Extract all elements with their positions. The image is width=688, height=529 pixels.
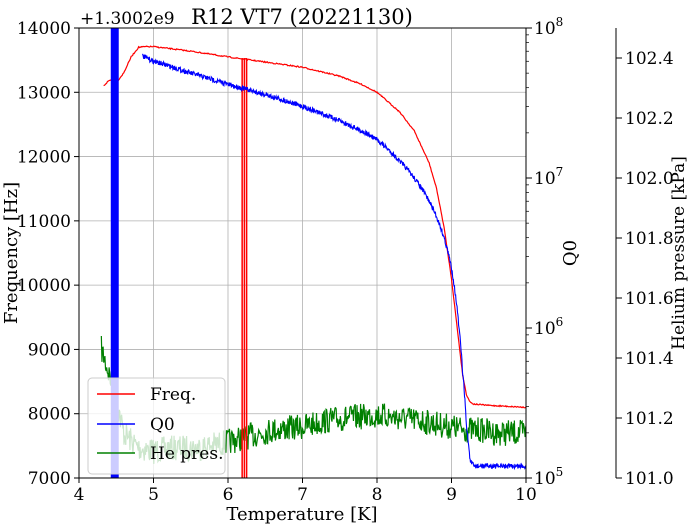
x-tick-label: 8 xyxy=(372,485,383,505)
left-tick-label: 10000 xyxy=(17,276,71,296)
q0-axis-ticks: 105 106 107 108 xyxy=(526,15,563,489)
pressure-tick-label: 102.4 xyxy=(625,49,674,69)
legend-label-he: He pres. xyxy=(150,444,224,464)
x-axis-ticks: 4 5 6 7 8 9 10 xyxy=(74,478,537,505)
left-axis-label: Frequency [Hz] xyxy=(1,182,22,324)
left-tick-label: 12000 xyxy=(17,148,71,168)
x-tick-label: 5 xyxy=(148,485,159,505)
left-tick-label: 11000 xyxy=(17,212,71,232)
left-axis-ticks: 7000 8000 9000 10000 11000 12000 13000 14000 xyxy=(17,19,79,489)
pressure-tick-label: 102.2 xyxy=(625,109,674,129)
q0-tick-label: 107 xyxy=(534,165,563,189)
legend: Freq. Q0 He pres. xyxy=(87,377,226,475)
left-tick-label: 8000 xyxy=(28,405,71,425)
line-q0 xyxy=(141,53,526,471)
pressure-tick-label: 101.8 xyxy=(625,229,674,249)
pressure-tick-label: 102.0 xyxy=(625,169,674,189)
series-freq xyxy=(103,45,526,478)
pressure-tick-label: 101.2 xyxy=(625,409,674,429)
pressure-axis-label: Helium pressure [kPa] xyxy=(669,156,688,350)
legend-box xyxy=(87,377,226,475)
x-axis-label: Temperature [K] xyxy=(226,504,377,525)
legend-label-q0: Q0 xyxy=(150,415,175,435)
x-tick-label: 4 xyxy=(74,485,85,505)
pressure-tick-label: 101.4 xyxy=(625,349,674,369)
left-tick-label: 14000 xyxy=(17,19,71,39)
q0-tick-label: 106 xyxy=(534,315,563,339)
q0-tick-label: 105 xyxy=(534,465,563,489)
pressure-axis-ticks: 101.0 101.2 101.4 101.6 101.8 102.0 102.2 102.4 xyxy=(616,49,674,489)
x-tick-label: 9 xyxy=(446,485,457,505)
left-tick-label: 9000 xyxy=(28,340,71,360)
q0-tick-label: 108 xyxy=(534,15,563,39)
left-tick-label: 13000 xyxy=(17,83,71,103)
x-tick-label: 7 xyxy=(297,485,308,505)
line-freq xyxy=(103,45,526,409)
x-tick-label: 10 xyxy=(515,485,537,505)
x-tick-label: 6 xyxy=(223,485,234,505)
offset-text: +1.3002e9 xyxy=(80,9,175,29)
grid-lines xyxy=(78,27,527,479)
q0-axis-label: Q0 xyxy=(560,240,581,266)
pressure-tick-label: 101.0 xyxy=(625,469,674,489)
left-tick-label: 7000 xyxy=(28,469,71,489)
pressure-tick-label: 101.6 xyxy=(625,289,674,309)
legend-label-freq: Freq. xyxy=(150,385,196,405)
chart-title: R12 VT7 (20221130) xyxy=(191,5,413,29)
